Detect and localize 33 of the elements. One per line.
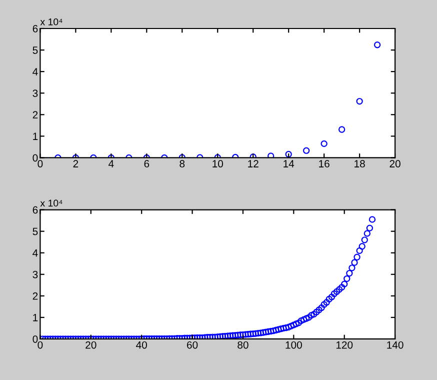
x-tick-label: 120 [336, 341, 353, 349]
x-tick-label: 14 [284, 160, 294, 168]
y-tick-label: 3 [32, 270, 38, 278]
y-tick-label: 2 [32, 111, 38, 118]
y-tick-label: 0 [32, 335, 38, 343]
y-tick-label: 5 [32, 228, 38, 236]
y-tick-label: 5 [32, 46, 38, 54]
x-tick-label: 80 [238, 341, 248, 349]
text: x 10⁴ [40, 200, 62, 207]
y-tick-label: 6 [32, 25, 38, 32]
x-tick-label: 10 [212, 160, 224, 168]
x-tick-label: 60 [187, 341, 198, 349]
x-tick-label: 8 [180, 160, 185, 168]
x-tick-label: 20 [86, 341, 96, 349]
x-tick-label: 6 [144, 160, 150, 168]
x-tick-label: 16 [319, 160, 330, 168]
x-tick-label: 20 [390, 160, 400, 168]
y-tick-label: 2 [32, 292, 38, 300]
x-tick-label: 12 [248, 160, 258, 168]
y-tick-label: 1 [33, 314, 38, 322]
x-tick-label: 4 [108, 160, 114, 168]
y-tick-label: 6 [32, 206, 38, 214]
y-tick-label: 4 [32, 249, 38, 257]
y-tick-label: 4 [32, 68, 38, 76]
x-tick-label: 40 [136, 341, 147, 349]
y-tick-label: 1 [33, 132, 38, 140]
y-tick-label: 0 [32, 154, 38, 162]
text: x 10⁴ [40, 18, 62, 26]
x-tick-label: 18 [354, 160, 365, 168]
x-tick-label: 140 [387, 341, 404, 349]
y-tick-label: 3 [32, 90, 38, 97]
x-tick-label: 2 [73, 160, 78, 168]
x-tick-label: 100 [286, 341, 302, 349]
